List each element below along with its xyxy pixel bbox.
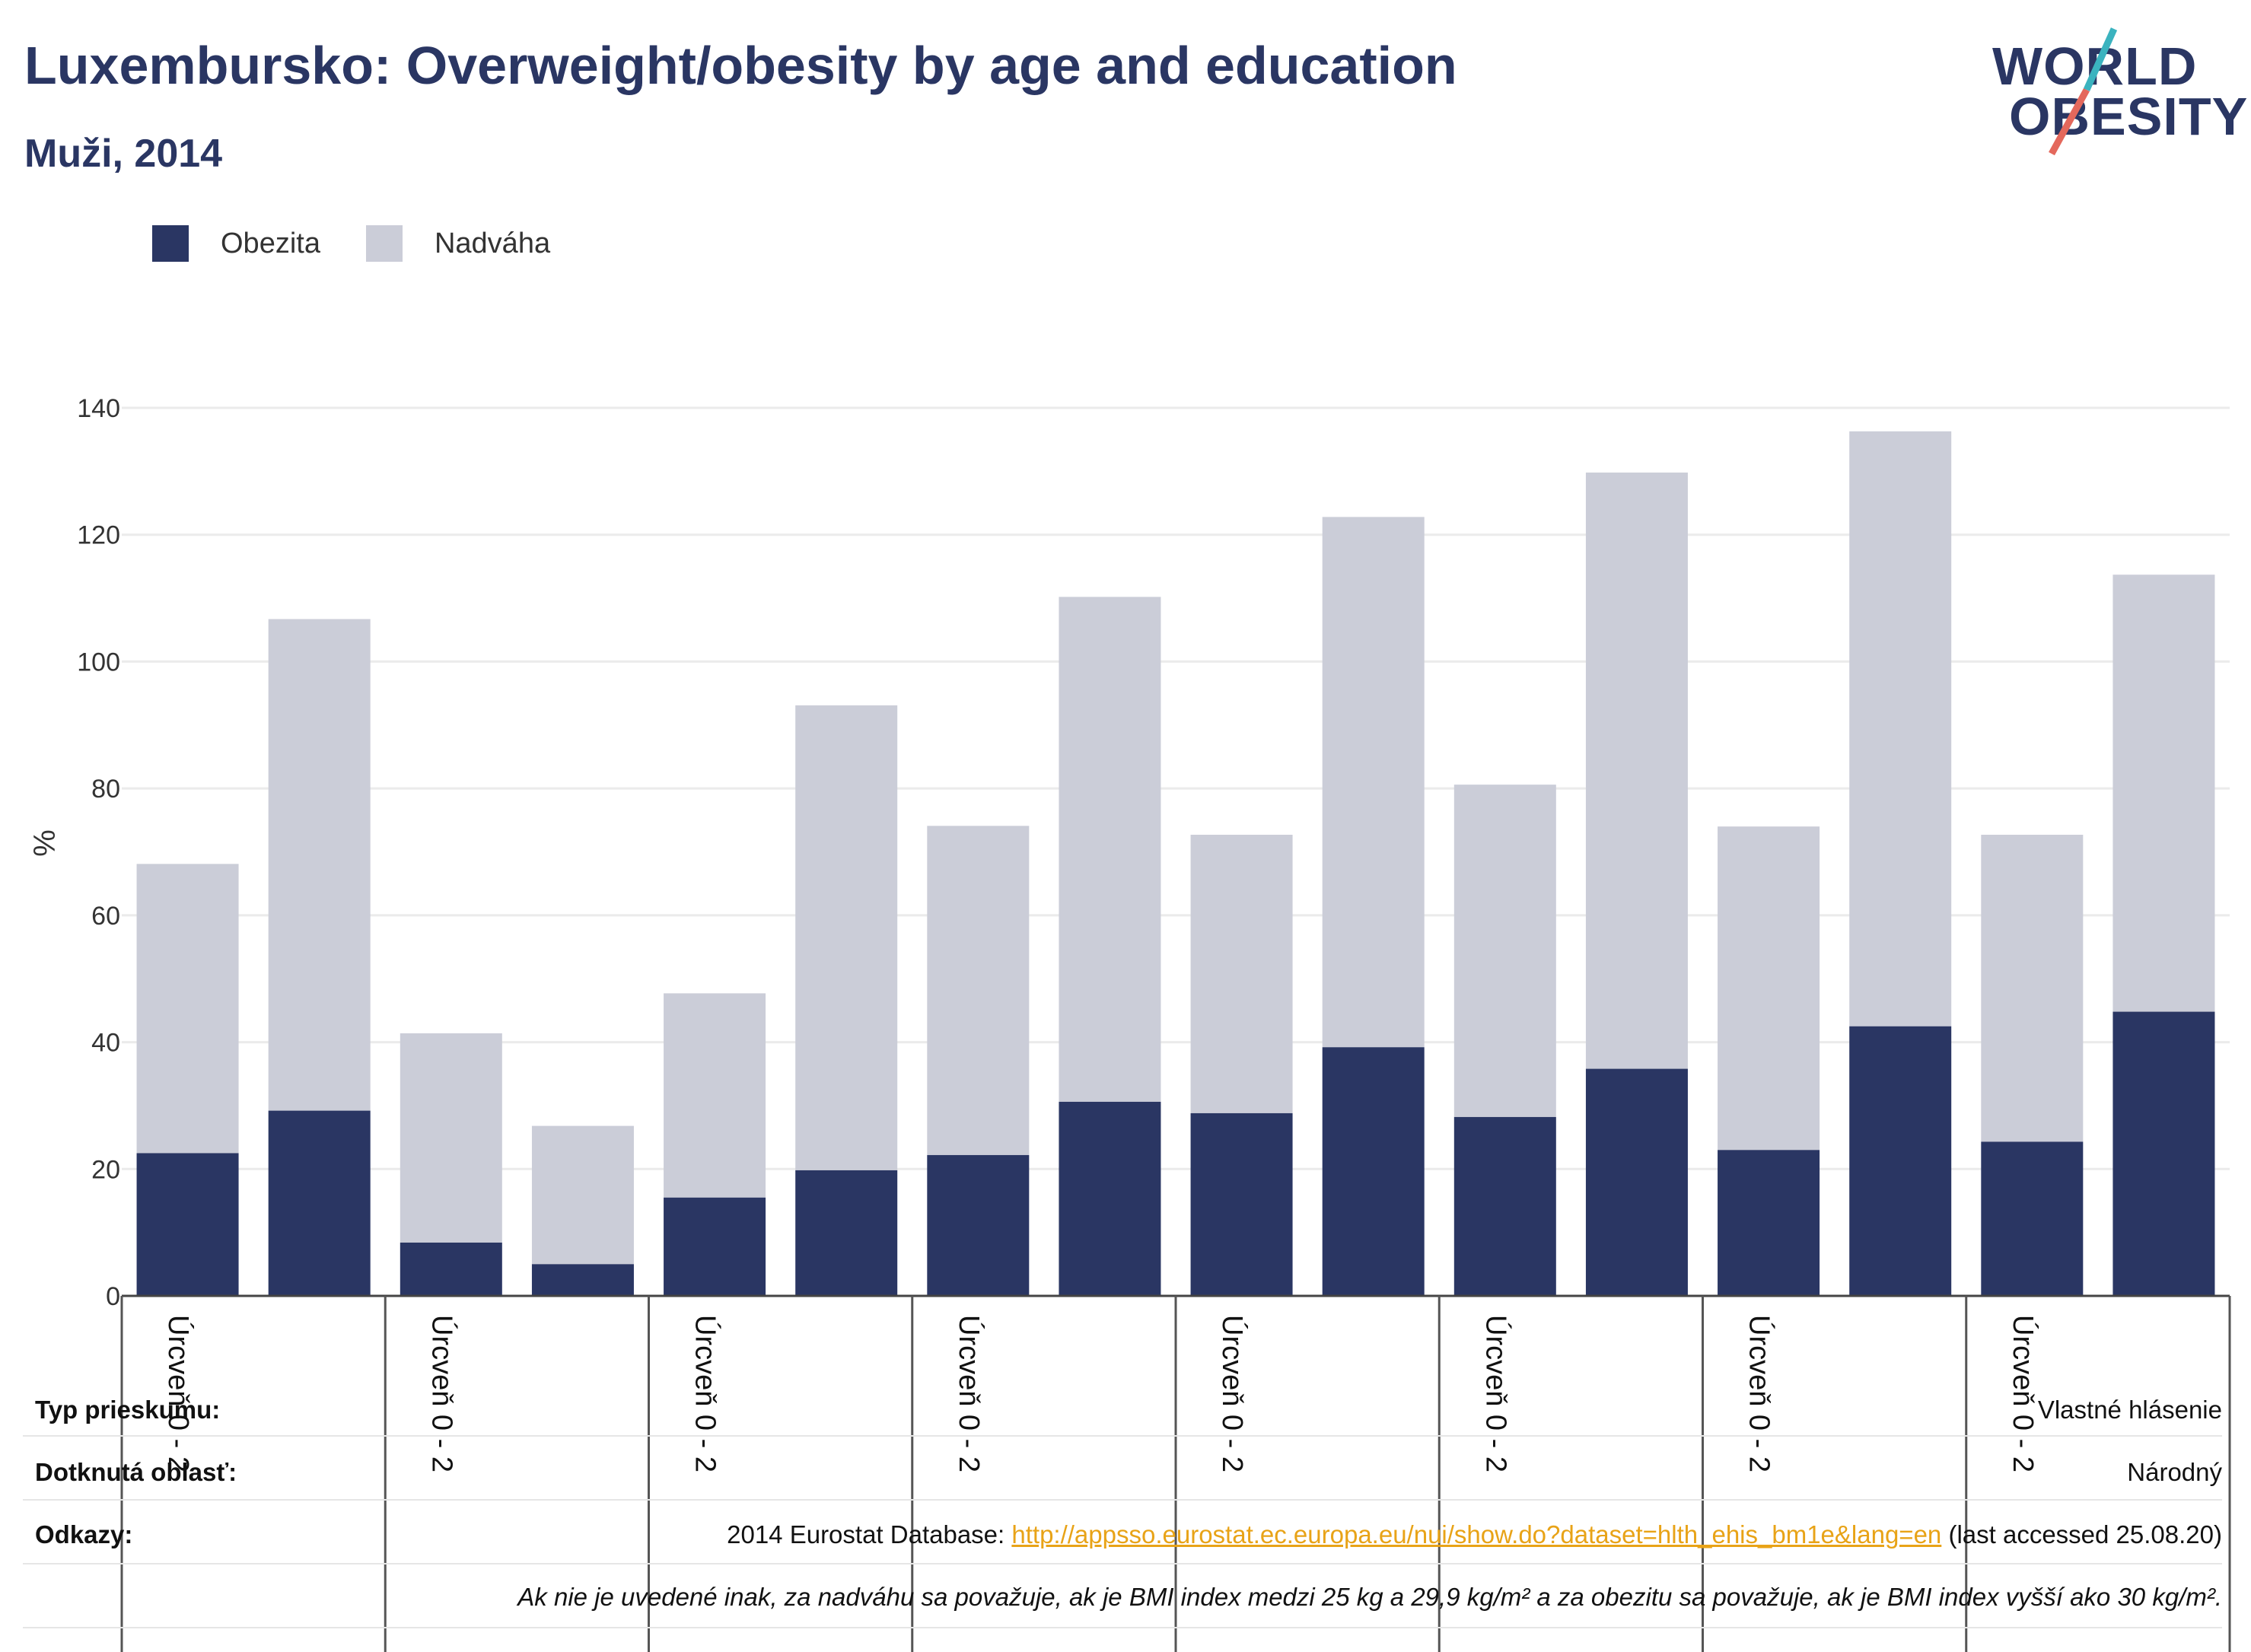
bar-obesity [795, 1170, 898, 1296]
bar-overweight [1059, 597, 1161, 1102]
bar-obesity [1981, 1141, 2084, 1296]
legend-item-overweight[interactable]: Nadváha [365, 225, 551, 262]
bar-obesity [1059, 1101, 1161, 1296]
x-group-label: Úrcveň 0 - 2 [1479, 1315, 1512, 1472]
y-axis-label: % [27, 829, 60, 857]
legend-swatch-overweight [365, 225, 403, 262]
x-group-label: Úrcveň 0 - 2 [1216, 1315, 1249, 1472]
bar-obesity [1190, 1112, 1293, 1296]
bar-overweight [2113, 575, 2215, 1012]
info-row-note: Ak nie je uvedené inak, za nadváhu sa po… [23, 1564, 2222, 1628]
bar-obesity [2113, 1011, 2215, 1296]
bar-obesity [1322, 1047, 1425, 1296]
references-suffix: (last accessed 25.08.20) [1941, 1520, 2222, 1549]
y-tick-label: 120 [77, 521, 120, 550]
x-group-label: Úrcveň 0 - 2 [689, 1315, 722, 1472]
bar-overweight [1453, 785, 1556, 1117]
references-label: Odkazy: [35, 1520, 133, 1549]
bar-overweight [1585, 473, 1688, 1069]
logo-slash-icon [2049, 27, 2118, 156]
bar-obesity [1585, 1068, 1688, 1296]
y-tick-label: 20 [91, 1155, 120, 1184]
bar-overweight [927, 826, 1030, 1155]
y-tick-label: 80 [91, 775, 120, 804]
x-group-label: Úrcveň 0 - 2 [953, 1315, 985, 1472]
legend-item-obesity[interactable]: Obezita [152, 225, 320, 262]
logo-line-2: OBESITY [2009, 87, 2249, 146]
bar-obesity [268, 1110, 371, 1296]
chart-title: Luxembursko: Overweight/obesity by age a… [24, 36, 1457, 95]
info-row-area: Dotknutá oblasť: Národný [23, 1437, 2222, 1501]
info-row-references: Odkazy: 2014 Eurostat Database: http://a… [23, 1501, 2222, 1564]
y-tick-label: 100 [77, 648, 120, 676]
bar-overweight [1322, 517, 1425, 1048]
legend-swatch-obesity [152, 225, 189, 262]
y-tick-label: 0 [106, 1282, 120, 1311]
bar-obesity [136, 1153, 239, 1296]
bar-overweight [1718, 826, 1820, 1151]
bar-overweight [136, 864, 239, 1154]
x-group-label: Úrcveň 0 - 2 [2007, 1315, 2039, 1472]
bar-overweight [531, 1125, 634, 1265]
references-prefix: 2014 Eurostat Database: [727, 1520, 1012, 1549]
y-tick-label: 60 [91, 902, 120, 931]
bar-obesity [400, 1242, 502, 1296]
legend-label-overweight: Nadváha [434, 227, 551, 259]
chart-subtitle: Muži, 2014 [24, 132, 223, 176]
x-group-label: Úrcveň 0 - 2 [425, 1315, 458, 1472]
references-value: 2014 Eurostat Database: http://appsso.eu… [727, 1520, 2222, 1549]
references-link[interactable]: http://appsso.eurostat.ec.europa.eu/nui/… [1011, 1520, 1942, 1549]
survey-type-value: Vlastné hlásenie [2037, 1396, 2222, 1424]
bar-overweight [795, 705, 898, 1170]
y-tick-label: 140 [77, 394, 120, 423]
bar-overweight [400, 1033, 502, 1243]
x-group-label: Úrcveň 0 - 2 [162, 1315, 195, 1472]
y-tick-label: 40 [91, 1029, 120, 1058]
bar-obesity [1718, 1150, 1820, 1296]
bar-overweight [1849, 431, 1952, 1027]
area-label: Dotknutá oblasť: [35, 1458, 237, 1486]
bar-obesity [531, 1264, 634, 1296]
bar-overweight [268, 619, 371, 1111]
survey-type-label: Typ prieskumu: [35, 1396, 221, 1424]
chart-legend: Obezita Nadváha [152, 225, 596, 262]
bar-overweight [664, 993, 766, 1198]
bar-obesity [927, 1154, 1030, 1296]
area-value: Národný [2127, 1458, 2222, 1486]
world-obesity-logo: WORLD OBESITY [1986, 23, 2247, 160]
bar-overweight [1190, 834, 1293, 1113]
bar-obesity [664, 1197, 766, 1296]
bar-obesity [1453, 1116, 1556, 1296]
info-row-survey-type: Typ prieskumu: Vlastné hlásenie [23, 1377, 2222, 1437]
definition-note: Ak nie je uvedené inak, za nadváhu sa po… [517, 1583, 2222, 1611]
legend-label-obesity: Obezita [221, 227, 320, 259]
bar-obesity [1849, 1026, 1952, 1296]
bar-overweight [1981, 834, 2084, 1142]
info-table: Typ prieskumu: Vlastné hlásenie Dotknutá… [0, 1362, 2251, 1651]
x-group-label: Úrcveň 0 - 2 [1743, 1315, 1776, 1472]
